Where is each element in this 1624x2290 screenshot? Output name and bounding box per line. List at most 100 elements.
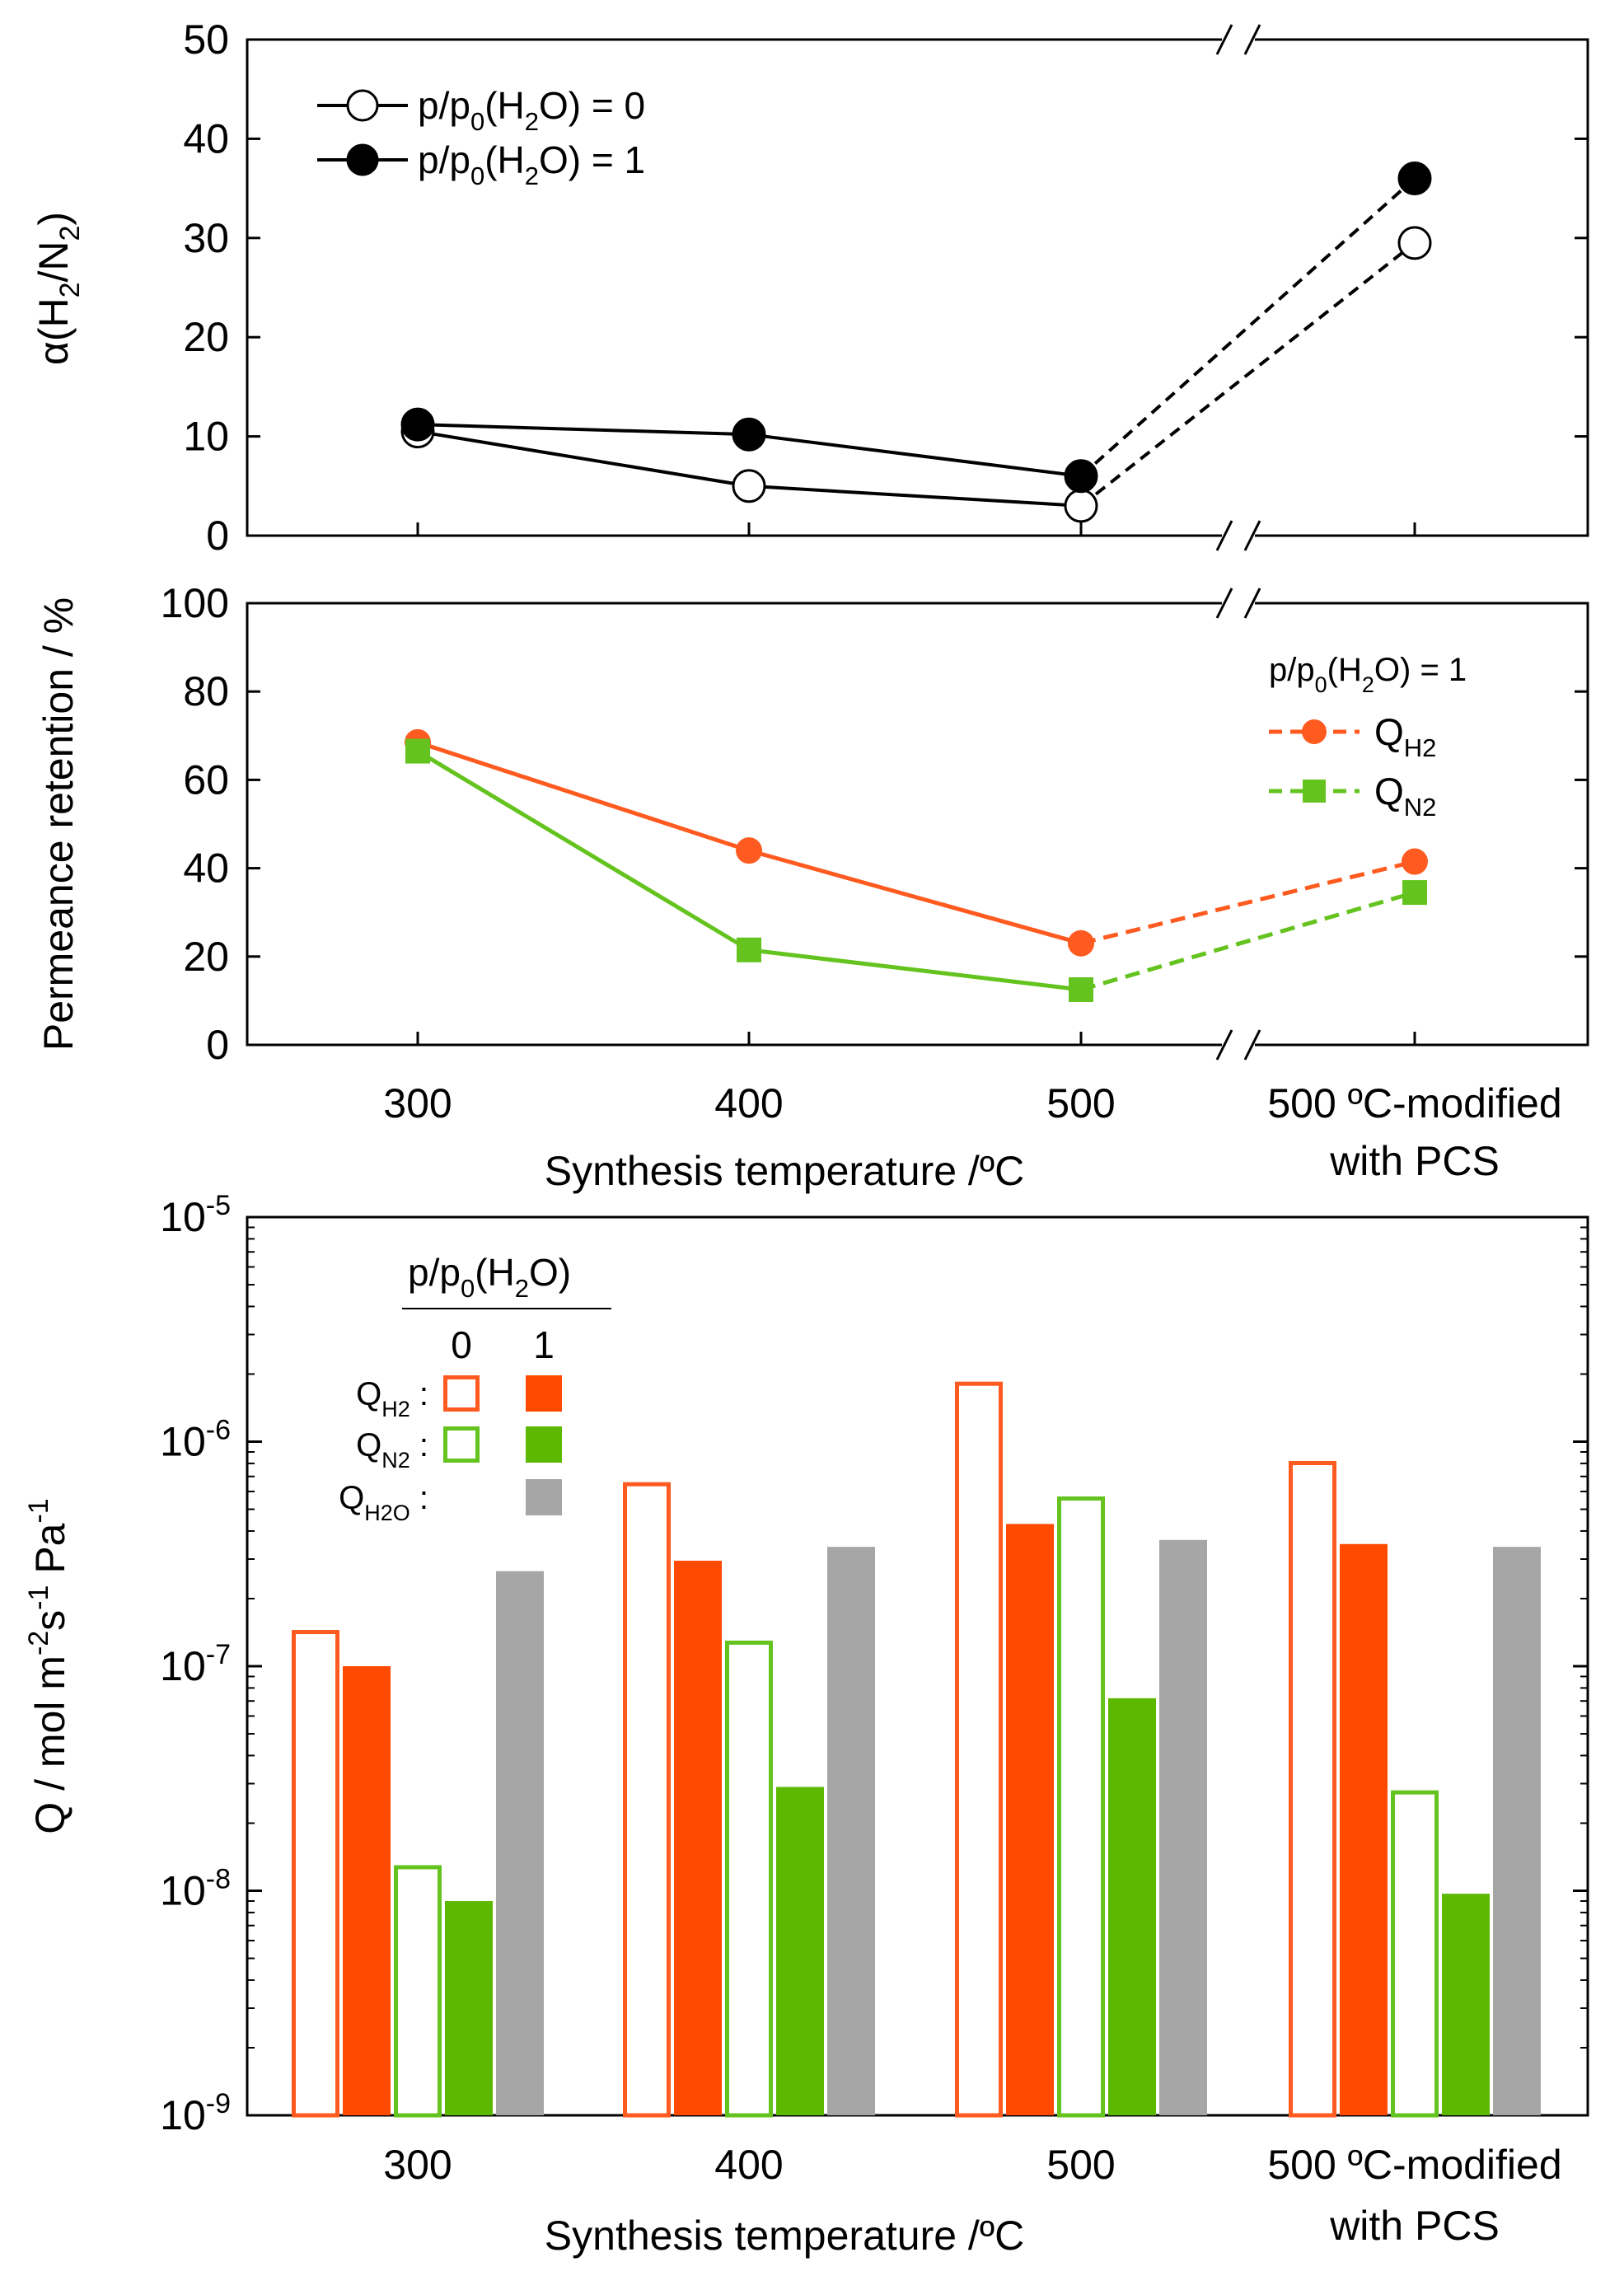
permeance-legend-swatch <box>526 1426 562 1463</box>
retention-point <box>736 837 762 864</box>
retention-legend-marker <box>1302 719 1327 744</box>
permeance-bar <box>1006 1524 1054 2115</box>
permeance-bar <box>1159 1539 1207 2115</box>
retention-axis-break-bottom-slash <box>1243 1029 1261 1061</box>
retention-axis-break-top-gap <box>1222 590 1255 616</box>
permeance-xlabel: Synthesis temperature /ºC <box>545 2213 1024 2259</box>
alpha-point <box>1397 226 1432 260</box>
permeance-legend-row-label: QH2 : <box>356 1376 428 1421</box>
retention-ylabel: Permeance retention / % <box>35 597 82 1051</box>
retention-axis-break-bottom-slash <box>1215 1029 1233 1061</box>
permeance-bar <box>1442 1894 1490 2115</box>
retention-series-dashed-line <box>1080 890 1416 992</box>
alpha-legend-marker <box>346 89 379 122</box>
alpha-point <box>1064 459 1098 494</box>
retention-point <box>405 738 430 764</box>
alpha-legend-marker <box>346 143 379 176</box>
permeance-bar <box>445 1900 493 2115</box>
permeance-bar <box>827 1547 875 2115</box>
alpha-plot-frame <box>246 38 1589 537</box>
alpha-point <box>1064 489 1098 523</box>
permeance-legend-row-label: QH2O : <box>339 1480 428 1525</box>
alpha-ylabel: α(H2/N2) <box>30 212 86 365</box>
alpha-axis-break-top-slash <box>1243 24 1261 55</box>
alpha-point <box>1397 162 1432 196</box>
alpha-axis-break-top-slash <box>1215 24 1233 55</box>
permeance-bar <box>292 1630 339 2118</box>
retention-legend-marker <box>1303 780 1326 803</box>
retention-point <box>737 937 761 962</box>
permeance-bar <box>1108 1698 1156 2115</box>
permeance-ytick-label: 10-8 <box>160 1864 231 1914</box>
permeance-bar <box>394 1865 442 2118</box>
retention-point <box>1402 880 1427 906</box>
retention-axis-break-top-slash <box>1243 588 1261 619</box>
retention-legend-title: p/p0(H2O) = 1 <box>1269 652 1467 697</box>
retention-special-category-line2: with PCS <box>1329 1138 1500 1184</box>
permeance-bar <box>1493 1547 1541 2115</box>
permeance-special-category-line1: 500 ºC-modified <box>1267 2142 1561 2188</box>
alpha-axis-break-bottom-slash <box>1243 520 1261 551</box>
alpha-point <box>732 417 766 452</box>
alpha-legend-label: p/p0(H2O) = 1 <box>418 138 645 190</box>
permeance-legend-col-header: 0 <box>451 1323 472 1366</box>
alpha-ytick-label: 20 <box>183 314 229 360</box>
permeance-special-category-line2: with PCS <box>1329 2203 1500 2249</box>
alpha-point <box>732 469 766 503</box>
permeance-legend-swatch <box>443 1375 480 1412</box>
permeance-bar <box>1289 1460 1336 2118</box>
retention-ytick-label: 20 <box>183 934 229 980</box>
retention-ytick-label: 100 <box>161 580 229 626</box>
permeance-ytick-label: 10-9 <box>160 2088 231 2138</box>
permeance-ylabel: Q / mol m-2s-1 Pa-1 <box>23 1498 73 1833</box>
permeance-legend-col-header: 1 <box>533 1323 555 1366</box>
retention-xtick-label: 500 <box>1046 1080 1115 1126</box>
permeance-legend-row-label: QN2 : <box>356 1427 428 1473</box>
retention-ytick-label: 60 <box>183 756 229 803</box>
alpha-point <box>400 407 435 442</box>
permeance-legend-swatch <box>526 1479 562 1515</box>
permeance-bar <box>1391 1790 1439 2118</box>
permeance-legend-swatch <box>526 1375 562 1412</box>
permeance-ytick-label: 10-7 <box>160 1639 231 1689</box>
permeance-xtick-label: 300 <box>383 2142 452 2188</box>
retention-ytick-label: 40 <box>183 845 229 892</box>
permeance-ytick-label: 10-6 <box>160 1415 231 1465</box>
retention-point <box>1402 848 1428 875</box>
permeance-bar <box>776 1787 824 2115</box>
permeance-ytick-label: 10-5 <box>160 1190 231 1240</box>
retention-series-dashed-line <box>1080 859 1416 946</box>
alpha-ytick-label: 10 <box>183 414 229 460</box>
permeance-bar <box>674 1560 722 2115</box>
retention-ytick-label: 80 <box>183 668 229 714</box>
permeance-bar <box>623 1482 671 2118</box>
alpha-axis-break-top-gap <box>1222 26 1255 53</box>
alpha-legend-label: p/p0(H2O) = 0 <box>418 84 645 136</box>
alpha-ytick-label: 40 <box>183 115 229 162</box>
alpha-axis-break-bottom-gap <box>1222 522 1255 549</box>
permeance-legend-swatch <box>443 1426 480 1463</box>
permeance-bar <box>1057 1496 1105 2118</box>
retention-special-category-line1: 500 ºC-modified <box>1267 1080 1561 1126</box>
permeance-bar <box>343 1666 391 2115</box>
retention-axis-break-top-slash <box>1215 588 1233 619</box>
permeance-bar <box>496 1571 544 2115</box>
retention-xtick-label: 400 <box>714 1080 783 1126</box>
permeance-xtick-label: 500 <box>1046 2142 1115 2188</box>
retention-ytick-label: 0 <box>206 1022 229 1068</box>
alpha-series-dashed-line <box>1079 241 1416 508</box>
retention-xlabel: Synthesis temperature /ºC <box>545 1148 1024 1194</box>
retention-point <box>1068 930 1094 957</box>
alpha-series-dashed-line <box>1079 177 1416 478</box>
alpha-ytick-label: 50 <box>183 16 229 63</box>
retention-plot-frame <box>246 602 1589 1047</box>
retention-legend-label: QN2 <box>1374 770 1436 822</box>
alpha-ytick-label: 30 <box>183 215 229 261</box>
permeance-xtick-label: 400 <box>714 2142 783 2188</box>
retention-legend-label: QH2 <box>1374 710 1436 762</box>
alpha-ytick-label: 0 <box>206 513 229 559</box>
retention-xtick-label: 300 <box>383 1080 452 1126</box>
permeance-bar <box>955 1381 1003 2118</box>
permeance-legend-header: p/p0(H2O) <box>408 1251 571 1303</box>
